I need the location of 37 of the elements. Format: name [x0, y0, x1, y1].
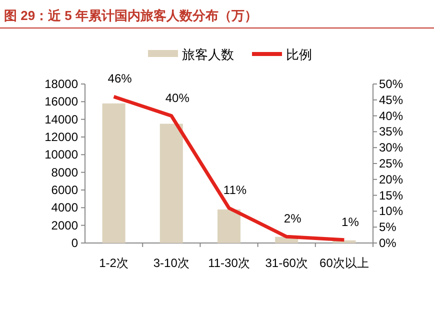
- legend-label: 旅客人数: [182, 47, 234, 62]
- y-tick-label: 6000: [51, 183, 78, 197]
- y2-tick-label: 25%: [379, 156, 404, 170]
- y-tick-label: 2000: [51, 218, 78, 232]
- bar: [102, 103, 126, 243]
- y-tick-label: 18000: [44, 77, 78, 91]
- x-tick-label: 1-2次: [99, 256, 128, 270]
- y2-tick-label: 15%: [379, 188, 404, 202]
- y-tick-label: 12000: [44, 130, 78, 144]
- x-tick-label: 31-60次: [265, 256, 308, 270]
- y-tick-label: 16000: [44, 94, 78, 109]
- y2-tick-label: 20%: [379, 172, 404, 186]
- y-tick-label: 10000: [44, 148, 78, 162]
- y2-tick-label: 10%: [379, 204, 404, 218]
- y2-tick-label: 45%: [379, 92, 404, 107]
- y-tick-label: 0: [71, 236, 78, 250]
- x-tick-label: 60次以上: [320, 256, 369, 270]
- chart-title: 图 29：近 5 年累计国内旅客人数分布（万）: [4, 8, 258, 23]
- data-label: 46%: [108, 72, 132, 86]
- data-label: 2%: [284, 212, 302, 226]
- data-label: 1%: [342, 214, 360, 229]
- y2-tick-label: 35%: [379, 124, 404, 139]
- x-tick-label: 11-30次: [208, 256, 250, 270]
- y-tick-label: 14000: [44, 112, 78, 126]
- y2-tick-label: 5%: [379, 220, 397, 234]
- bar: [217, 209, 241, 243]
- x-tick-label: 3-10次: [153, 256, 190, 270]
- y2-tick-label: 30%: [379, 140, 404, 155]
- y-tick-label: 4000: [51, 200, 78, 215]
- bar: [160, 124, 183, 243]
- legend-label: 比例: [286, 47, 312, 62]
- data-label: 11%: [223, 183, 247, 198]
- y2-tick-label: 0%: [379, 236, 397, 250]
- y-tick-label: 8000: [51, 165, 78, 180]
- y2-tick-label: 40%: [379, 108, 404, 123]
- y2-tick-label: 50%: [379, 77, 404, 91]
- data-label: 40%: [165, 90, 190, 105]
